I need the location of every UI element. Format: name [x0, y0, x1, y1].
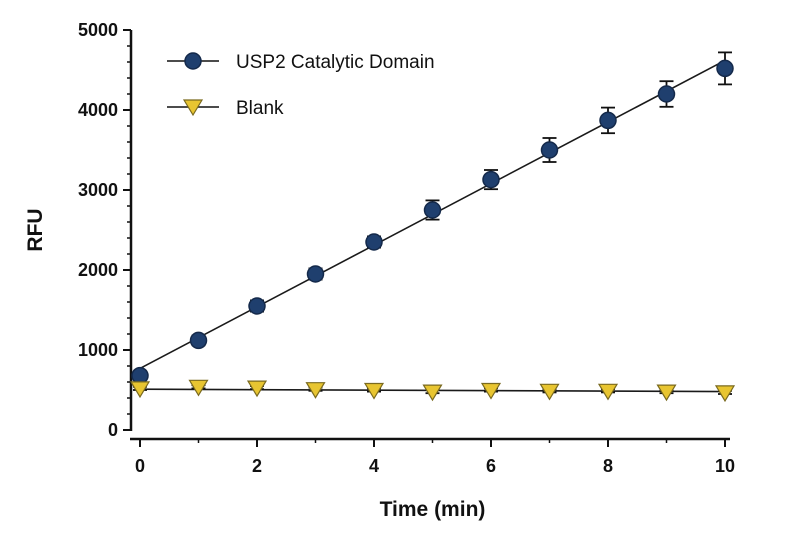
blank-point: [656, 384, 677, 402]
blank-point: [714, 385, 736, 403]
y-tick-label: 1000: [78, 340, 118, 360]
y-tick-label: 2000: [78, 260, 118, 280]
legend: USP2 Catalytic Domain Blank: [167, 52, 435, 119]
usp2-point: [189, 331, 208, 350]
usp2-point: [248, 297, 266, 315]
x-tick-label: 4: [369, 456, 379, 476]
x-tick-label: 8: [603, 456, 613, 476]
axes: 0 1000 2000 3000 4000 5000 0 2 4 6 8 10: [78, 20, 735, 476]
usp2-point: [365, 233, 383, 251]
y-tick-label: 0: [108, 420, 118, 440]
blank-point: [305, 382, 326, 399]
legend-blank-label: Blank: [236, 98, 284, 119]
usp2-point: [657, 85, 676, 103]
legend-blank-marker: [182, 99, 204, 117]
y-axis-label: RFU: [24, 208, 47, 251]
usp2-point: [599, 111, 617, 130]
usp2-point: [540, 141, 559, 159]
blank-point: [480, 382, 502, 400]
legend-usp2-label: USP2 Catalytic Domain: [236, 52, 435, 73]
y-tick-label: 4000: [78, 100, 118, 120]
data-marks: [129, 51, 736, 403]
blank-point: [422, 384, 443, 402]
x-tick-label: 6: [486, 456, 496, 476]
x-axis-label: Time (min): [380, 498, 486, 521]
x-tick-label: 10: [715, 456, 735, 476]
blank-point: [129, 381, 151, 399]
usp2-point: [306, 265, 325, 283]
blank-point: [539, 383, 560, 401]
blank-point: [188, 379, 209, 397]
y-tick-label: 5000: [78, 20, 118, 40]
usp2-point: [131, 366, 149, 385]
legend-usp2-marker: [184, 52, 202, 70]
blank-point: [363, 382, 385, 400]
usp2-point: [423, 201, 442, 219]
blank-point: [597, 383, 619, 401]
x-tick-label: 2: [252, 456, 262, 476]
blank-point: [246, 380, 268, 398]
usp2-point: [716, 59, 734, 78]
usp2-point: [482, 170, 500, 189]
y-tick-label: 3000: [78, 180, 118, 200]
x-tick-label: 0: [135, 456, 145, 476]
